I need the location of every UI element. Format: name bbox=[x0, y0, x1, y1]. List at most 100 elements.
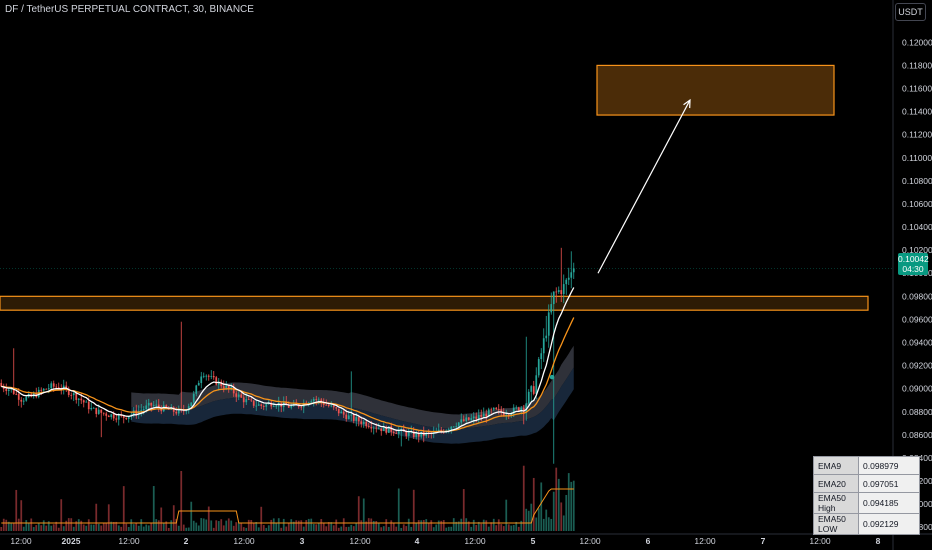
legend-value: 0.097051 bbox=[858, 474, 920, 493]
volume-bar bbox=[27, 523, 30, 531]
volume-bar bbox=[65, 520, 68, 531]
candle-body bbox=[540, 353, 543, 360]
volume-bar bbox=[407, 518, 410, 531]
volume-bar bbox=[57, 527, 60, 531]
volume-bar bbox=[325, 526, 328, 531]
candle-body bbox=[245, 399, 248, 403]
volume-bar bbox=[162, 523, 165, 531]
ema20-line bbox=[1, 317, 575, 433]
candle-body bbox=[82, 400, 85, 403]
candle-body bbox=[117, 415, 120, 420]
volume-bar bbox=[297, 520, 300, 531]
candle-body bbox=[230, 387, 233, 389]
candle-body bbox=[145, 405, 148, 410]
volume-bar bbox=[160, 507, 163, 531]
candle-body bbox=[310, 401, 313, 403]
volume-bar bbox=[140, 519, 143, 531]
candle-body bbox=[212, 376, 215, 378]
currency-button[interactable]: USDT bbox=[895, 3, 926, 21]
candle-body bbox=[380, 428, 383, 432]
volume-bar bbox=[197, 525, 200, 531]
candle-body bbox=[525, 403, 528, 413]
candle-body bbox=[247, 399, 250, 400]
candle-body bbox=[270, 402, 273, 407]
ema50-bands bbox=[131, 345, 574, 444]
candle-body bbox=[555, 291, 558, 293]
volume-bar bbox=[142, 526, 145, 531]
volume-bar bbox=[217, 521, 220, 531]
candle-body bbox=[475, 416, 478, 419]
volume-bar bbox=[345, 526, 348, 531]
candle-body bbox=[72, 393, 75, 396]
volume-bar bbox=[435, 524, 438, 531]
time-tick-label: 12:00 bbox=[233, 536, 255, 546]
candle-body bbox=[12, 388, 15, 394]
time-tick-label: 6 bbox=[646, 536, 651, 546]
volume-bar bbox=[132, 524, 135, 531]
volume-bar bbox=[125, 523, 128, 531]
volume-bar bbox=[222, 525, 225, 531]
price-tick-label: 0.08800 bbox=[902, 407, 932, 417]
last-price-tag: 0.10042 04:30 bbox=[898, 253, 929, 275]
time-axis[interactable]: 12:00 2025 12:00 2 12:00 3 12:00 4 12:00 5 12:00 6 1… bbox=[0, 533, 932, 546]
volume-bar bbox=[465, 518, 468, 531]
price-tick-label: 0.10800 bbox=[902, 176, 932, 186]
candle-body bbox=[320, 399, 323, 403]
volume-bar bbox=[152, 486, 155, 531]
volume-bar bbox=[272, 518, 275, 531]
candle-body bbox=[207, 375, 210, 377]
volume-bar bbox=[90, 524, 93, 531]
candle-body bbox=[15, 393, 18, 395]
volume-bar bbox=[390, 520, 393, 531]
volume-bar bbox=[510, 525, 513, 531]
volume-bar bbox=[180, 471, 183, 531]
legend-value: 0.098979 bbox=[858, 456, 920, 475]
volume-bar bbox=[102, 523, 105, 531]
volume-bar bbox=[367, 518, 370, 531]
candle-body bbox=[250, 399, 253, 401]
volume-bar bbox=[335, 519, 338, 531]
time-tick-label: 8 bbox=[876, 536, 881, 546]
volume-bar bbox=[100, 525, 103, 531]
volume-bar bbox=[487, 526, 490, 531]
volume-bar bbox=[550, 518, 553, 531]
volume-bar bbox=[377, 523, 380, 531]
candle-body bbox=[517, 407, 520, 411]
volume-bar bbox=[262, 525, 265, 531]
candle-body bbox=[397, 431, 400, 434]
volume-bar bbox=[375, 521, 378, 531]
volume-bar bbox=[97, 523, 100, 531]
volume-bar bbox=[280, 527, 283, 531]
candle-body bbox=[412, 431, 415, 438]
volume-bar bbox=[547, 517, 550, 531]
volume-bar bbox=[25, 520, 28, 531]
volume-bar bbox=[20, 500, 23, 531]
volume-bar bbox=[527, 510, 530, 531]
candle-body bbox=[290, 405, 293, 408]
volume-bar bbox=[482, 519, 485, 531]
volume-bar bbox=[360, 520, 363, 531]
volume-bar bbox=[340, 526, 343, 531]
candle-body bbox=[510, 413, 513, 416]
volume-bar bbox=[212, 527, 215, 531]
volume-bar bbox=[352, 526, 355, 531]
candle-body bbox=[437, 429, 440, 432]
volume-bar bbox=[62, 526, 65, 531]
volume-bar bbox=[332, 525, 335, 531]
candle-body bbox=[202, 375, 205, 377]
candle-body bbox=[242, 397, 245, 403]
volume-bar bbox=[420, 520, 423, 531]
volume-bar bbox=[230, 520, 233, 531]
volume-bar bbox=[50, 525, 53, 531]
volume-bar bbox=[40, 525, 43, 531]
volume-bar bbox=[395, 526, 398, 531]
candle-body bbox=[22, 400, 25, 402]
time-tick-label: 12:00 bbox=[10, 536, 32, 546]
candle-body bbox=[5, 389, 8, 392]
ema50-high-band bbox=[131, 345, 574, 430]
volume-bar bbox=[497, 519, 500, 531]
candle-body bbox=[530, 386, 533, 392]
volume-bar bbox=[495, 525, 498, 531]
volume-bar bbox=[315, 524, 318, 531]
